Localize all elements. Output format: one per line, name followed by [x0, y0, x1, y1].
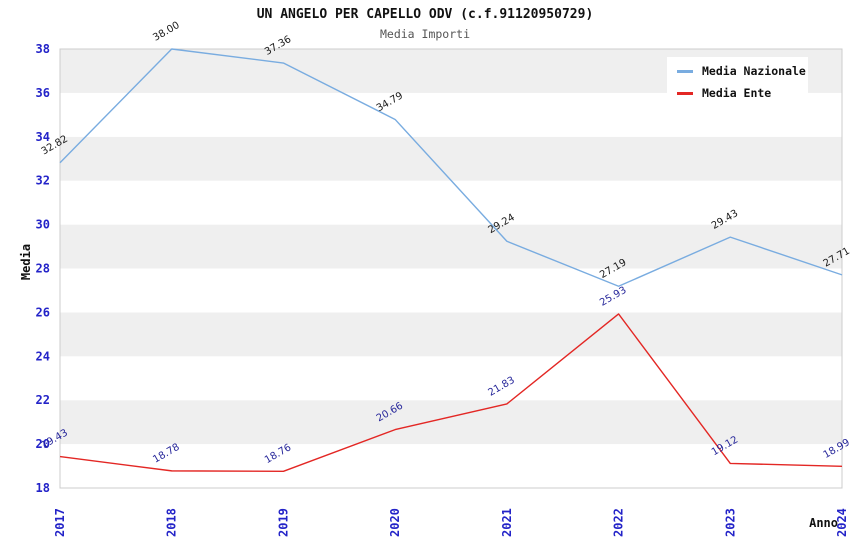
plot-band: [60, 224, 842, 269]
y-axis-title: Media: [19, 244, 33, 280]
plot-band: [60, 356, 842, 401]
y-tick-label: 32: [36, 174, 50, 188]
x-axis-title: Anno: [809, 516, 838, 530]
x-tick-label: 2024: [835, 508, 849, 537]
plot-band: [60, 400, 842, 445]
y-tick-label: 30: [36, 218, 50, 232]
plot-band: [60, 444, 842, 488]
y-tick-label: 34: [36, 130, 50, 144]
y-tick-label: 24: [36, 349, 50, 363]
x-tick-label: 2019: [276, 508, 290, 537]
y-tick-label: 36: [36, 86, 50, 100]
x-tick-label: 2020: [388, 508, 402, 537]
y-tick-label: 28: [36, 262, 50, 276]
y-tick-label: 22: [36, 393, 50, 407]
legend-item-media-nazionale: Media Nazionale: [677, 64, 806, 78]
plot-band: [60, 136, 842, 181]
media-ente-line: [59, 313, 843, 473]
legend-label-media-nazionale: Media Nazionale: [702, 64, 806, 78]
media-ente-line-swatch: [677, 91, 693, 95]
y-tick-label: 18: [36, 481, 50, 495]
media-nazionale-line-swatch: [677, 69, 693, 73]
plot-band: [60, 312, 842, 357]
chart-title: UN ANGELO PER CAPELLO ODV (c.f.911209507…: [256, 7, 594, 22]
x-tick-label: 2023: [723, 508, 737, 537]
legend-item-media-ente: Media Ente: [677, 86, 798, 100]
y-tick-label: 20: [36, 437, 50, 451]
legend: Media Nazionale Media Ente: [667, 57, 808, 108]
plot-band: [60, 268, 842, 313]
x-tick-label: 2022: [612, 508, 626, 537]
plot-border: [59, 48, 843, 489]
y-tick-label: 38: [36, 42, 50, 56]
legend-label-media-ente: Media Ente: [702, 86, 772, 100]
y-tick-label: 26: [36, 305, 50, 319]
x-tick-label: 2018: [165, 508, 179, 537]
chart-subtitle: Media Importi: [379, 27, 470, 41]
x-tick-label: 2017: [53, 508, 67, 537]
plot-band: [60, 180, 842, 225]
media-nazionale-line: [59, 48, 843, 287]
x-tick-label: 2021: [500, 508, 514, 537]
